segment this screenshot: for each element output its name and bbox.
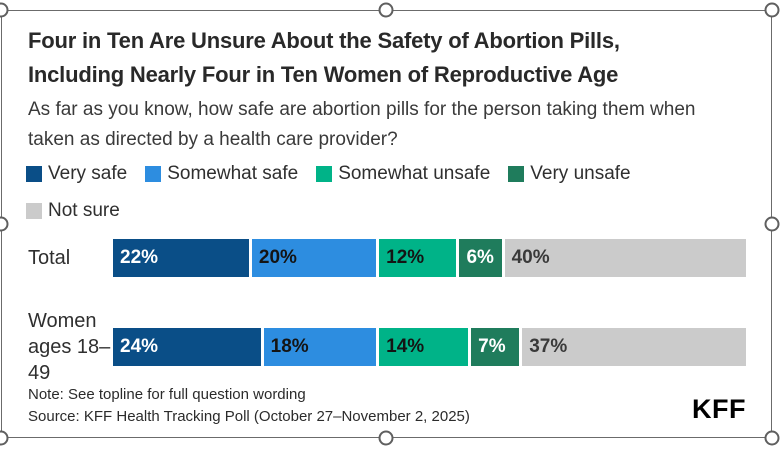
legend-item-somewhat-safe: Somewhat safe bbox=[145, 163, 298, 185]
stacked-bar: 24% 18% 14% 7% 37% bbox=[113, 328, 746, 366]
legend-label: Very unsafe bbox=[530, 163, 631, 184]
legend-swatch-icon bbox=[26, 166, 42, 182]
chart-row: Total 22% 20% 12% 6% 40% bbox=[28, 239, 746, 277]
category-label: Total bbox=[28, 247, 71, 269]
chart-title-line1: Four in Ten Are Unsure About the Safety … bbox=[28, 28, 620, 53]
selection-handle-bottom-right[interactable] bbox=[764, 430, 780, 446]
stacked-bar: 22% 20% 12% 6% 40% bbox=[113, 239, 746, 277]
selection-handle-left-middle[interactable] bbox=[0, 216, 9, 232]
legend-label: Very safe bbox=[48, 163, 128, 184]
bar-segment-very-safe: 22% bbox=[113, 239, 249, 277]
bar-segment-very-unsafe: 6% bbox=[459, 239, 502, 277]
selection-handle-bottom-middle[interactable] bbox=[378, 430, 394, 446]
category-label: Women ages 18–49 bbox=[28, 310, 111, 384]
chart-title-line2: Including Nearly Four in Ten Women of Re… bbox=[28, 62, 619, 87]
bar-segment-not-sure: 37% bbox=[522, 328, 746, 366]
stacked-bar-chart: Total 22% 20% 12% 6% 40% Women ages 18–49 24% 18… bbox=[28, 239, 746, 386]
legend: Very safe Somewhat safe Somewhat unsafe Ver… bbox=[26, 163, 631, 237]
legend-item-very-unsafe: Very unsafe bbox=[508, 163, 631, 185]
legend-item-not-sure: Not sure bbox=[26, 200, 120, 222]
legend-label: Somewhat unsafe bbox=[338, 163, 491, 184]
bar-segment-very-safe: 24% bbox=[113, 328, 261, 366]
legend-item-somewhat-unsafe: Somewhat unsafe bbox=[316, 163, 490, 185]
chart-title: Four in Ten Are Unsure About the Safety … bbox=[28, 24, 760, 92]
source-text: Source: KFF Health Tracking Poll (Octobe… bbox=[28, 408, 470, 425]
bar-segment-very-unsafe: 7% bbox=[471, 328, 520, 366]
legend-swatch-icon bbox=[145, 166, 162, 182]
selection-handle-top-left[interactable] bbox=[0, 2, 9, 18]
legend-item-very-safe: Very safe bbox=[26, 163, 127, 185]
bar-segment-somewhat-safe: 20% bbox=[251, 239, 377, 277]
selection-handle-top-middle[interactable] bbox=[378, 2, 394, 18]
legend-swatch-icon bbox=[508, 166, 525, 182]
legend-row: Not sure bbox=[26, 200, 631, 222]
chart-question-text: As far as you know, how safe are abortio… bbox=[28, 99, 696, 150]
selection-handle-top-right[interactable] bbox=[764, 2, 780, 18]
bar-segment-not-sure: 40% bbox=[504, 239, 746, 277]
bar-segment-somewhat-safe: 18% bbox=[263, 328, 377, 366]
bar-segment-somewhat-unsafe: 14% bbox=[379, 328, 469, 366]
legend-swatch-icon bbox=[316, 166, 333, 182]
note-text: Note: See topline for full question word… bbox=[28, 386, 306, 403]
chart-row: Women ages 18–49 24% 18% 14% 7% 37% bbox=[28, 308, 746, 386]
legend-label: Somewhat safe bbox=[167, 163, 299, 184]
selection-handle-bottom-left[interactable] bbox=[0, 430, 9, 446]
bar-segment-somewhat-unsafe: 12% bbox=[379, 239, 457, 277]
selection-handle-right-middle[interactable] bbox=[764, 216, 780, 232]
legend-label: Not sure bbox=[48, 200, 120, 221]
legend-swatch-icon bbox=[26, 203, 42, 219]
legend-row: Very safe Somewhat safe Somewhat unsafe Ver… bbox=[26, 163, 631, 185]
kff-logo: KFF bbox=[692, 394, 746, 424]
